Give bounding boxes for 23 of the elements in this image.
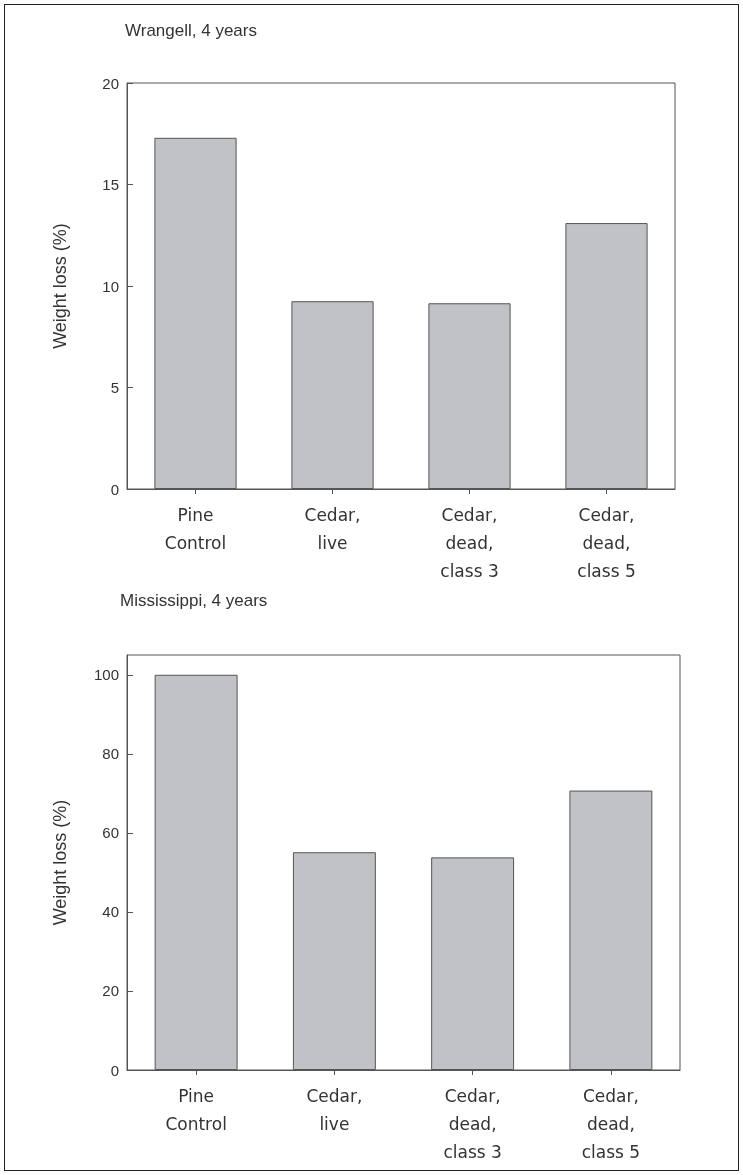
x-tick-label: Pine Control — [164, 505, 227, 553]
x-tick-label: Cedar, live — [306, 1086, 363, 1134]
y-axis-title: Weight loss (%) — [50, 799, 70, 926]
y-tick-label: 20 — [102, 74, 119, 92]
y-tick-label: 60 — [102, 824, 119, 842]
y-tick-label: 0 — [110, 480, 119, 498]
y-tick-label: 80 — [102, 745, 119, 763]
y-tick-label: 0 — [110, 1061, 119, 1079]
x-tick-label: Cedar, live — [304, 505, 361, 553]
x-tick-label: Pine Control — [165, 1086, 227, 1134]
y-tick-label: 15 — [102, 176, 119, 193]
y-tick-label: 5 — [110, 379, 119, 396]
x-tick-label: Cedar, dead, class 5 — [577, 505, 636, 581]
y-tick-label: 40 — [102, 903, 119, 921]
y-tick-label: 10 — [102, 277, 119, 295]
y-axis-title: Weight loss (%) — [50, 223, 70, 349]
x-tick-label: Cedar, dead, class 3 — [443, 1086, 502, 1162]
x-tick-label: Cedar, dead, class 5 — [581, 1086, 641, 1162]
chart-title: Wrangell, 4 years — [125, 21, 257, 40]
y-tick-label: 20 — [102, 982, 119, 1000]
y-tick-label: 100 — [93, 666, 119, 684]
chart-title: Mississippi, 4 years — [120, 591, 268, 610]
x-tick-label: Cedar, dead, class 3 — [440, 505, 499, 581]
